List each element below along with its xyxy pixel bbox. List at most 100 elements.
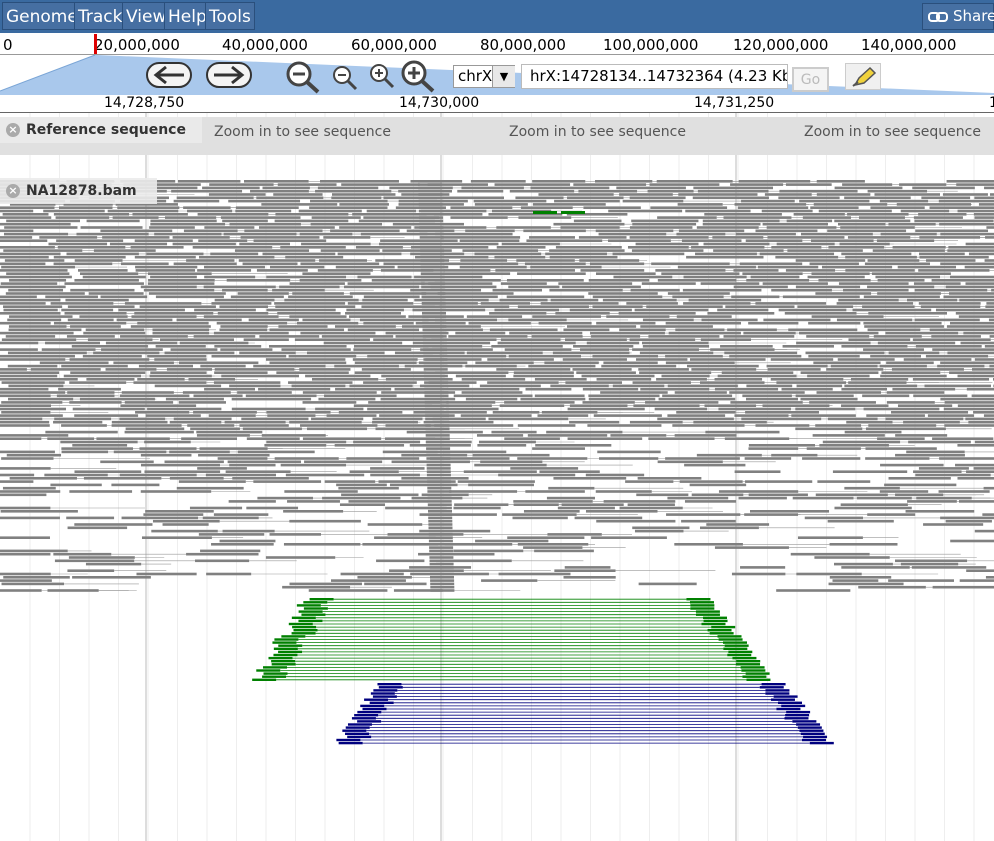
read[interactable]	[420, 209, 487, 213]
read-pair-green[interactable]	[695, 610, 720, 613]
read[interactable]	[450, 216, 508, 219]
read[interactable]	[379, 242, 441, 246]
read[interactable]	[619, 328, 666, 332]
read[interactable]	[707, 312, 775, 315]
read[interactable]	[583, 206, 641, 209]
read[interactable]	[862, 394, 910, 398]
read[interactable]	[229, 222, 301, 226]
read[interactable]	[532, 447, 585, 450]
read[interactable]	[880, 374, 947, 378]
read[interactable]	[448, 335, 528, 338]
read[interactable]	[531, 335, 583, 338]
read[interactable]	[992, 378, 994, 381]
read[interactable]	[5, 292, 85, 295]
read[interactable]	[974, 529, 994, 533]
read[interactable]	[590, 331, 665, 335]
read[interactable]	[565, 338, 627, 341]
read[interactable]	[778, 308, 847, 312]
read[interactable]	[135, 265, 198, 269]
read[interactable]	[974, 358, 994, 361]
read[interactable]	[389, 569, 464, 572]
read[interactable]	[810, 239, 874, 242]
read[interactable]	[428, 282, 493, 285]
read[interactable]	[220, 216, 301, 219]
read-pair-green[interactable]	[736, 663, 761, 666]
read[interactable]	[420, 272, 445, 275]
read[interactable]	[335, 265, 395, 269]
read[interactable]	[630, 288, 680, 292]
read[interactable]	[282, 585, 351, 589]
read[interactable]	[148, 292, 226, 295]
read[interactable]	[808, 321, 861, 325]
overview-ruler[interactable]: 0 20,000,000 40,000,000 60,000,000 80,00…	[0, 34, 994, 55]
read[interactable]	[281, 348, 351, 351]
read[interactable]	[916, 496, 972, 500]
read[interactable]	[0, 302, 46, 305]
read[interactable]	[266, 411, 331, 414]
read[interactable]	[864, 325, 944, 328]
read[interactable]	[61, 424, 107, 427]
read-pair-green[interactable]	[703, 616, 728, 619]
read[interactable]	[651, 262, 730, 266]
read[interactable]	[978, 203, 994, 206]
read[interactable]	[892, 387, 956, 391]
read[interactable]	[363, 321, 414, 325]
read[interactable]	[985, 236, 994, 239]
read[interactable]	[616, 186, 686, 190]
read-pair-green[interactable]	[271, 663, 296, 666]
read[interactable]	[632, 222, 697, 226]
read[interactable]	[125, 427, 185, 431]
read[interactable]	[1, 381, 65, 384]
read[interactable]	[688, 298, 762, 302]
read[interactable]	[956, 183, 994, 186]
read[interactable]	[317, 186, 379, 190]
read-pair-blue[interactable]	[761, 683, 786, 686]
read-pair-blue[interactable]	[800, 732, 825, 735]
read[interactable]	[686, 364, 759, 368]
read[interactable]	[942, 193, 988, 196]
read[interactable]	[462, 249, 539, 252]
read[interactable]	[427, 496, 452, 500]
read[interactable]	[273, 193, 323, 196]
read[interactable]	[538, 321, 592, 325]
read[interactable]	[0, 420, 50, 424]
read[interactable]	[410, 288, 482, 292]
read[interactable]	[502, 513, 577, 516]
read[interactable]	[240, 236, 320, 239]
read[interactable]	[429, 556, 454, 559]
read[interactable]	[224, 420, 286, 424]
read[interactable]	[422, 331, 447, 335]
read[interactable]	[549, 288, 623, 292]
read[interactable]	[717, 308, 769, 312]
read[interactable]	[9, 279, 67, 282]
read[interactable]	[380, 397, 456, 401]
read-pair-green[interactable]	[728, 650, 753, 654]
read[interactable]	[67, 391, 115, 394]
read[interactable]	[289, 282, 345, 285]
read[interactable]	[112, 216, 159, 219]
read[interactable]	[323, 341, 403, 345]
read[interactable]	[907, 500, 957, 503]
read[interactable]	[480, 460, 543, 464]
read[interactable]	[778, 196, 840, 200]
read[interactable]	[5, 335, 56, 338]
read[interactable]	[515, 196, 564, 200]
read[interactable]	[501, 242, 560, 246]
read[interactable]	[1, 411, 51, 414]
read[interactable]	[540, 302, 619, 305]
read[interactable]	[381, 391, 456, 394]
read[interactable]	[495, 269, 575, 272]
read[interactable]	[0, 467, 51, 470]
read[interactable]	[0, 391, 66, 394]
read[interactable]	[206, 572, 252, 576]
read[interactable]	[123, 183, 201, 186]
read[interactable]	[947, 249, 994, 252]
read[interactable]	[246, 437, 300, 440]
read[interactable]	[814, 556, 890, 559]
read[interactable]	[703, 242, 770, 246]
read-pair-blue[interactable]	[765, 692, 790, 695]
read-pair-green[interactable]	[309, 598, 334, 601]
read[interactable]	[3, 232, 69, 236]
read-pair-blue[interactable]	[338, 741, 363, 745]
read[interactable]	[44, 473, 108, 477]
